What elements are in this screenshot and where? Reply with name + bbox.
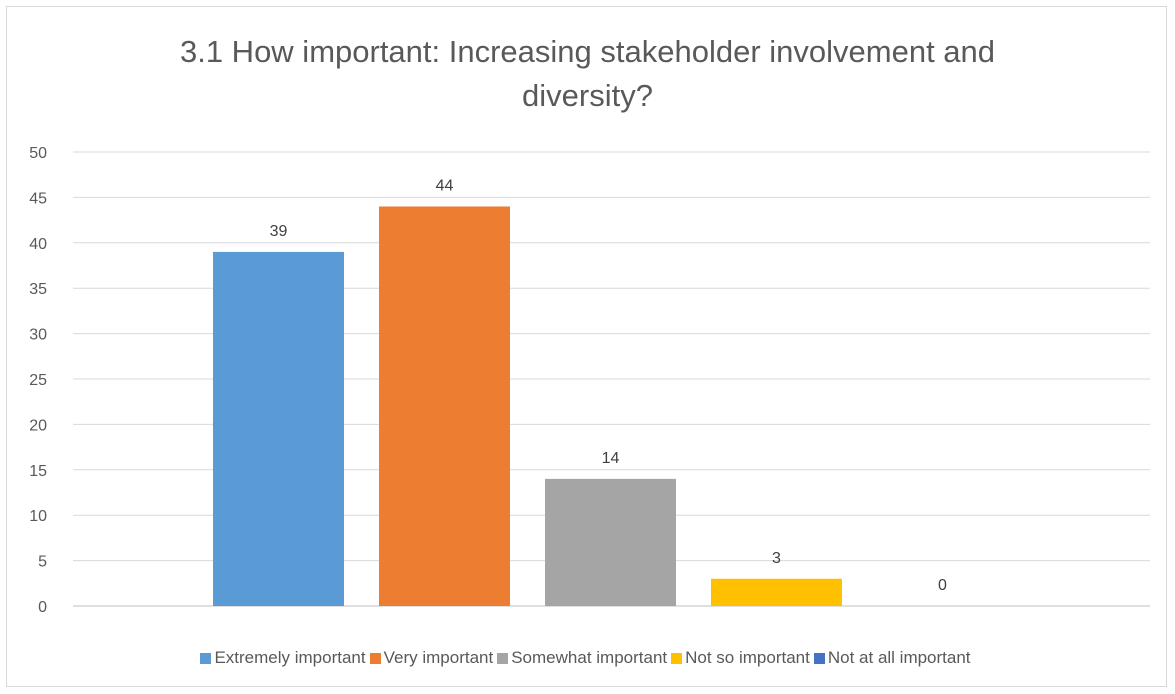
y-tick-label: 0 [38,599,47,616]
legend-label: Not so important [685,648,810,667]
legend-swatch [497,652,509,664]
legend-swatch [200,652,212,664]
bar-somewhat-important [545,478,676,606]
y-tick-label: 20 [29,417,47,434]
y-tick-label: 5 [38,554,47,571]
bars [213,206,842,607]
chart-title: 3.1 How important: Increasing stakeholde… [179,34,996,113]
legend-label: Very important [383,648,494,667]
y-tick-label: 30 [29,327,47,344]
legend-item: Not at all important [813,648,971,668]
legend-swatch [813,652,825,664]
bar-very-important [379,206,510,607]
y-tick-label: 25 [29,372,47,389]
y-tick-label: 40 [29,236,47,253]
data-label: 39 [270,223,288,240]
y-tick-label: 50 [29,145,47,162]
legend-label: Extremely important [214,648,366,667]
data-label: 3 [772,550,781,567]
bar-not-so-important [711,578,842,606]
data-label: 44 [436,177,454,194]
legend: Extremely important Very important Somewha… [0,648,1175,668]
y-tick-label: 15 [29,463,47,480]
legend-item: Very important [369,648,494,668]
y-tick-label: 10 [29,508,47,525]
y-tick-label: 45 [29,190,47,207]
legend-item: Extremely important [200,648,366,668]
data-labels: 39 44 14 3 0 [270,177,947,594]
y-tick-label: 35 [29,281,47,298]
legend-item: Not so important [671,648,810,668]
legend-label: Somewhat important [511,648,668,667]
legend-swatch [369,652,381,664]
data-label: 14 [602,450,620,467]
legend-swatch [671,652,683,664]
y-axis-ticks: 0 5 10 15 20 25 30 35 40 45 50 [29,145,47,616]
bar-extremely-important [213,251,344,606]
legend-label: Not at all important [827,648,971,667]
data-label: 0 [938,577,947,594]
legend-item: Somewhat important [497,648,667,668]
